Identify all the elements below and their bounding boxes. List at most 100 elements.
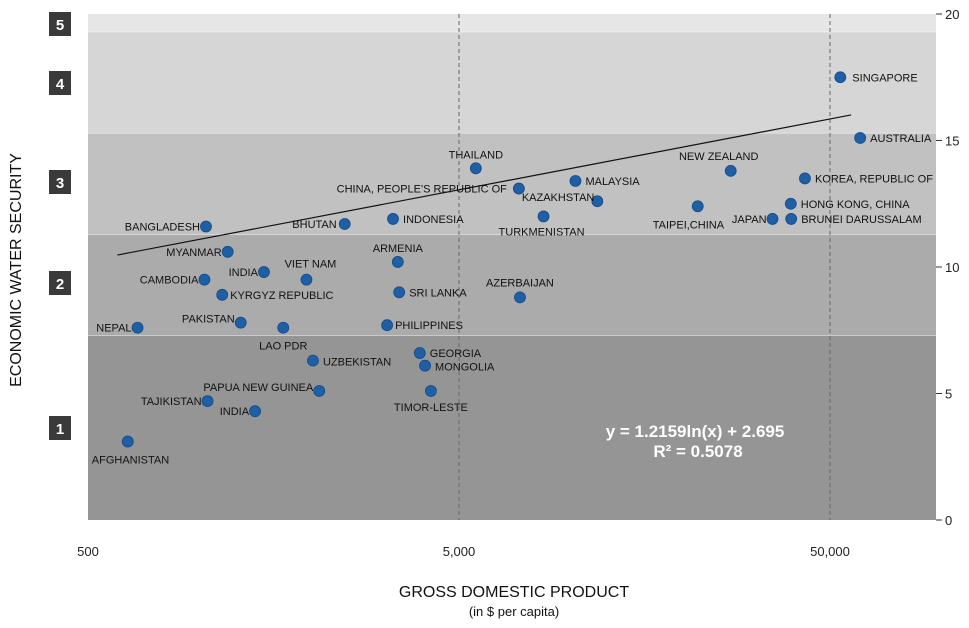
band-box-3: [49, 170, 71, 194]
band-number-2: 2: [56, 276, 64, 293]
trendline: [117, 114, 852, 256]
data-point: [387, 213, 399, 225]
point-label: PAPUA NEW GUINEA: [203, 382, 313, 394]
point-label: BHUTAN: [292, 219, 336, 231]
data-point: [854, 132, 867, 144]
y-axis-title: ECONOMIC WATER SECURITY: [8, 153, 25, 387]
point-label: PAKISTAN: [182, 314, 235, 326]
point-label: HONG KONG, CHINA: [801, 199, 910, 211]
data-point: [381, 319, 393, 332]
y-tick-label: 20: [945, 7, 959, 22]
y-tick-label: 5: [945, 387, 952, 402]
y-axis-ticks: 0 5 10 15 20: [936, 7, 959, 528]
y-tick-label: 10: [945, 260, 959, 275]
point-label: BANGLADESH: [125, 222, 200, 234]
data-point: [277, 321, 290, 334]
data-point: [785, 213, 798, 225]
band-number-3: 3: [56, 175, 64, 192]
data-point: [234, 316, 247, 329]
data-point: [198, 273, 211, 286]
gridlines: [458, 14, 831, 520]
data-point: [724, 164, 737, 177]
data-point: [766, 213, 779, 225]
point-label: INDIA: [220, 406, 250, 418]
x-axis-title: GROSS DOMESTIC PRODUCT: [399, 584, 629, 601]
x-axis-ticks: 500 5,000 50,000: [77, 544, 850, 559]
point-label: NEPAL: [96, 323, 131, 335]
r-squared-text: R² = 0.5078: [653, 442, 742, 461]
point-label: TAJIKISTAN: [141, 396, 202, 408]
data-point: [201, 395, 214, 407]
point-label: AFGHANISTAN: [92, 455, 169, 467]
point-label: SINGAPORE: [852, 72, 917, 84]
data-point: [419, 359, 431, 372]
point-label: CHINA, PEOPLE'S REPUBLIC OF: [337, 184, 507, 196]
data-point: [691, 200, 704, 213]
trendline-group: [117, 114, 852, 256]
point-label: VIET NAM: [285, 259, 337, 271]
point-label: KOREA, REPUBLIC OF: [815, 173, 933, 185]
band-box-5: [49, 12, 71, 36]
point-label: TAIPEI,CHINA: [653, 219, 725, 231]
point-label: AZERBAIJAN: [486, 277, 554, 289]
x-tick-label: 50,000: [810, 544, 850, 559]
band-1: [88, 335, 936, 520]
equation-text: y = 1.2159ln(x) + 2.695: [606, 422, 785, 441]
data-point: [834, 71, 847, 84]
data-point: [591, 195, 604, 208]
data-point: [216, 288, 229, 301]
point-label: LAO PDR: [259, 341, 307, 353]
data-point: [512, 182, 525, 195]
x-tick-label: 500: [77, 544, 99, 559]
point-label: THAILAND: [449, 149, 503, 161]
point-label: AUSTRALIA: [870, 133, 932, 145]
data-points: [121, 71, 867, 448]
point-label: MALAYSIA: [585, 176, 640, 188]
data-point: [393, 286, 406, 299]
data-point: [799, 172, 811, 185]
point-label: KYRGYZ REPUBLIC: [230, 290, 333, 302]
point-label: MYANMAR: [166, 247, 221, 259]
point-label: GEORGIA: [430, 348, 482, 360]
y-tick-label: 15: [945, 134, 959, 149]
data-point: [258, 266, 270, 278]
point-label: UZBEKISTAN: [323, 357, 391, 369]
data-point: [425, 385, 437, 397]
band-number-1: 1: [56, 421, 64, 438]
point-label: MONGOLIA: [435, 362, 495, 374]
point-label: INDIA: [229, 267, 259, 279]
data-point: [784, 197, 797, 210]
data-point: [200, 220, 212, 233]
point-label: NEW ZEALAND: [679, 151, 759, 163]
band-box-2: [49, 271, 71, 295]
data-point: [249, 405, 261, 418]
data-point: [300, 273, 313, 286]
data-point: [413, 347, 426, 359]
point-label: INDONESIA: [403, 214, 464, 226]
point-label: SRI LANKA: [409, 287, 467, 299]
data-point: [307, 354, 319, 367]
band-4: [88, 31, 936, 133]
data-point: [569, 175, 582, 187]
x-tick-label: 5,000: [443, 544, 476, 559]
data-point: [313, 385, 326, 397]
data-point: [469, 162, 482, 175]
point-label: ARMENIA: [373, 243, 424, 255]
data-point: [537, 210, 550, 223]
band-box-1: [49, 416, 71, 440]
data-point: [221, 245, 234, 258]
point-label: JAPAN: [732, 214, 767, 226]
data-point: [514, 291, 526, 304]
point-label: KAZAKHSTAN: [522, 192, 595, 204]
point-label: CAMBODIA: [140, 275, 199, 287]
point-label: TURKMENISTAN: [499, 226, 585, 238]
data-point: [391, 256, 404, 268]
band-5: [88, 14, 936, 32]
point-label: PHILIPPINES: [395, 320, 463, 332]
band-box-4: [49, 71, 71, 95]
data-point: [121, 435, 134, 448]
y-tick-label: 0: [945, 513, 952, 528]
data-point: [131, 321, 144, 334]
x-axis-subtitle: (in $ per capita): [469, 604, 559, 619]
